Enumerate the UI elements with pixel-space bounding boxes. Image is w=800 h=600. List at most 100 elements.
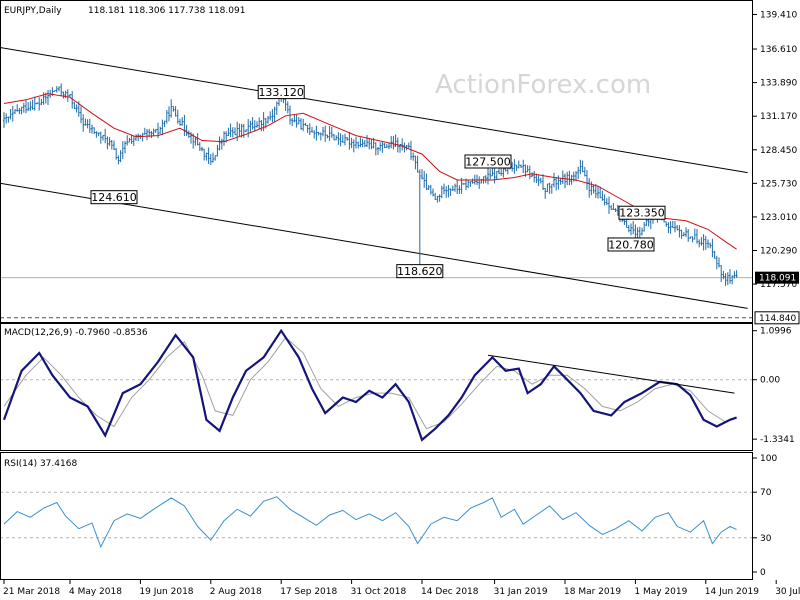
price-bar [583,166,586,177]
price-bar [304,122,307,126]
price-bar [275,101,278,115]
price-bar [698,239,701,248]
price-tick-label: 139.410 [760,10,797,20]
price-bar [73,101,76,110]
price-bar [729,269,731,284]
price-bar [196,133,199,146]
price-bar [467,180,470,189]
price-annotation: 118.620 [396,264,444,279]
price-bar [20,106,23,115]
price-bar [471,178,474,184]
price-bar [548,182,551,194]
last-price-box [755,271,799,284]
macd-tick-label: 1.0996 [760,327,792,337]
x-tick-label: 21 Mar 2018 [3,587,60,597]
rsi-line [3,496,737,549]
price-annotation: 124.610 [90,190,138,205]
price-bar [339,133,342,147]
price-bar [341,134,344,143]
price-bar [361,138,364,148]
price-bar [614,208,617,213]
price-bar [458,185,461,194]
annotation-box [257,85,305,100]
price-bar [161,119,164,136]
price-bar [394,134,397,148]
price-bar [533,171,536,183]
price-bar [227,127,230,137]
price-bar [38,97,41,111]
price-bar [251,117,254,130]
price-tick-label: 131.170 [760,112,797,122]
price-bar [418,169,421,179]
price-bar [106,136,109,150]
price-bar [390,136,393,149]
price-bar [53,90,56,92]
watermark: ActionForex.com [435,70,651,100]
price-tick-label: 117.570 [760,280,797,290]
price-bar [9,108,12,120]
price-bar [542,174,544,190]
price-bar [47,89,49,105]
price-bar [168,106,170,122]
price-bar [183,114,186,136]
price-bar [60,83,63,97]
price-bar [449,188,452,197]
price-bar [308,123,311,136]
price-bar [423,170,426,188]
price-bar [520,164,522,168]
price-bar [429,184,432,195]
price-bar [22,102,25,113]
price-bar [687,229,690,242]
annotation-box [607,237,655,252]
x-tick-label: 31 Oct 2018 [351,587,407,597]
price-bar [592,184,595,194]
price-tick-label: 136.610 [760,45,797,55]
price-bar [700,237,703,246]
price-bar [528,165,531,180]
annotation-box [90,190,138,205]
price-bar [689,236,692,239]
price-bar [335,135,338,141]
price-bar [203,148,206,161]
price-bar [440,185,443,199]
price-bar [601,190,604,201]
price-bar [412,152,415,161]
price-bar [185,124,188,136]
price-bar [108,137,111,146]
price-bar [315,125,318,141]
annotation-label: 127.500 [465,156,511,169]
price-bar [726,272,729,286]
price-bar [685,227,687,237]
price-bar [674,220,676,233]
price-bar [678,225,681,238]
price-bar [262,112,265,132]
price-bar [3,112,5,128]
price-bar [733,271,736,279]
price-bar [634,224,637,238]
price-bar [319,132,322,141]
price-bar [438,194,441,202]
price-bar [381,141,384,153]
price-bar [368,137,371,150]
price-tick-label: 128.450 [760,146,797,156]
price-bar [218,136,221,151]
price-bar [295,114,298,128]
macd-tick-label: 0.00 [760,376,780,386]
price-bar [124,140,126,154]
price-bar [269,111,272,121]
price-bar [126,135,129,146]
price-bar [220,138,223,150]
price-bar [97,132,100,137]
price-bar [317,131,320,136]
price-bar [36,102,38,105]
price-bar [27,102,30,112]
symbol-title: EURJPY,Daily [4,6,62,16]
price-bar [718,257,720,268]
price-bar [630,223,632,236]
x-tick-label: 14 Dec 2018 [421,587,479,597]
price-bar [392,135,395,150]
price-annotation: 133.120 [257,85,305,100]
x-tick-label: 14 Jun 2019 [705,587,759,597]
x-tick-label: 2 Aug 2018 [210,587,262,597]
